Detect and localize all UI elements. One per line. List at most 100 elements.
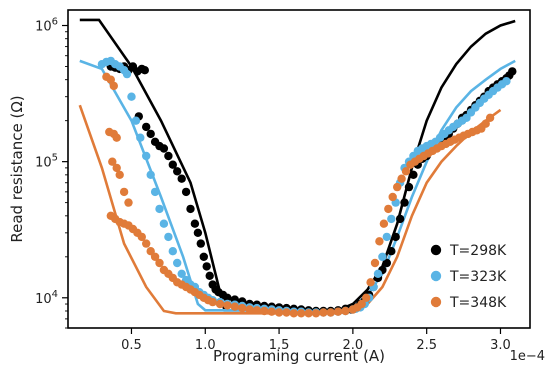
data-point-2-10 [124,198,133,207]
data-point-0-11 [146,129,155,139]
data-point-2-57 [366,278,375,287]
x-tick-label-5: 3.0 [490,338,511,353]
data-point-0-10 [142,122,151,132]
data-point-0-14 [159,144,169,153]
data-point-1-10 [142,151,151,161]
data-point-2-39 [245,305,254,314]
data-point-2-59 [375,237,384,246]
data-point-1-79 [502,77,511,86]
data-point-0-19 [181,187,191,197]
data-point-1-51 [378,252,387,261]
data-point-2-84 [485,113,495,123]
data-point-2-83 [481,119,490,128]
data-point-2-35 [215,299,225,309]
data-point-0-58 [387,247,396,256]
data-point-2-34 [208,297,217,307]
data-point-0-59 [391,232,400,242]
data-point-1-9 [136,133,145,142]
data-point-0-16 [168,160,177,169]
data-point-1-16 [168,247,177,256]
data-point-0-20 [186,204,195,214]
y-tick-label-1: 105 [35,153,58,171]
data-point-0-18 [177,174,186,183]
x-tick-label-0: 0.5 [121,338,142,353]
data-point-2-65 [401,167,411,176]
data-point-2-61 [384,204,393,214]
x-axis-offset-label: 1e−4 [510,349,545,364]
legend: T=298K T=323K T=348K [430,243,507,311]
data-point-1-53 [387,214,396,224]
data-point-2-40 [252,306,262,315]
data-point-2-22 [155,258,164,268]
data-point-1-17 [173,258,182,268]
legend-marker-2 [430,296,442,308]
x-tick-label-4: 2.5 [416,338,437,353]
data-point-1-52 [382,232,391,242]
data-point-2-50 [326,308,335,317]
data-point-2-9 [119,187,129,197]
data-point-2-62 [388,192,397,202]
data-point-2-58 [370,258,380,268]
data-point-0-60 [395,214,405,224]
data-point-0-57 [382,258,391,268]
data-point-2-52 [341,306,350,316]
data-point-2-43 [274,308,284,317]
data-point-0-63 [409,170,418,179]
data-point-2-55 [357,299,366,309]
data-point-2-49 [319,308,328,317]
x-tick-label-2: 1.5 [269,338,290,353]
data-point-0-24 [199,252,208,261]
data-point-0-23 [196,239,205,248]
data-point-2-37 [230,302,239,311]
fit-line-0 [79,18,516,312]
data-point-0-62 [404,182,414,192]
legend-label-2: T=348K [449,295,507,311]
data-point-2-48 [311,309,321,318]
data-point-2-38 [238,303,247,313]
data-point-2-6 [108,157,117,166]
data-point-1-6 [122,69,132,79]
data-point-2-64 [397,174,406,183]
data-point-0-31 [223,293,232,302]
data-point-2-21 [150,252,160,261]
data-point-2-7 [112,163,121,173]
data-point-2-5 [112,133,121,142]
data-point-1-18 [177,269,186,278]
data-point-0-8 [140,66,149,75]
legend-marker-1 [430,270,442,282]
y-tick-label-0: 104 [35,289,58,307]
legend-label-1: T=323K [449,269,507,285]
data-point-2-42 [267,307,276,316]
data-point-2-51 [333,307,343,316]
y-axis-label: Read resistance (Ω) [8,95,26,242]
data-point-1-50 [373,269,383,278]
data-point-2-45 [289,309,298,318]
data-point-1-14 [159,219,169,228]
x-tick-label-1: 1.0 [195,338,216,353]
data-point-2-60 [379,219,389,228]
data-point-2-63 [393,182,402,192]
data-point-0-15 [164,151,173,161]
data-point-2-44 [282,308,291,317]
x-tick-label-3: 2.0 [343,338,364,353]
y-tick-label-2: 106 [35,17,58,35]
data-point-1-12 [150,187,160,197]
legend-marker-0 [430,244,442,256]
data-point-2-18 [137,232,146,242]
data-point-2-19 [142,239,151,248]
data-point-2-56 [362,293,371,302]
data-point-2-2 [109,81,119,91]
data-point-2-46 [297,309,306,318]
data-point-0-22 [193,228,203,237]
data-point-1-7 [127,92,136,101]
x-axis-label: Programing current (A) [213,347,385,365]
plot-frame [67,9,531,329]
data-point-0-26 [205,271,214,280]
data-point-0-21 [190,219,200,228]
x-axis-ticks: 0.5 1.0 1.5 2.0 2.5 3.0 [121,328,511,353]
data-point-0-86 [508,67,517,76]
y-axis-ticks: 104 105 106 [35,17,68,329]
legend-label-0: T=298K [449,243,507,259]
data-point-1-15 [164,232,173,242]
